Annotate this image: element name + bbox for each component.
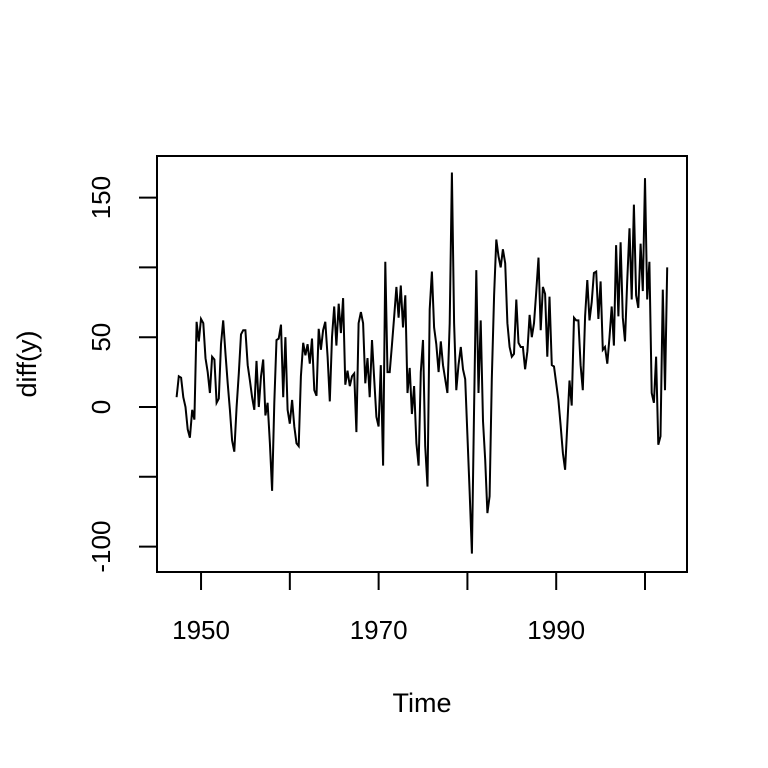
x-tick-label: 1970 bbox=[350, 615, 408, 645]
y-tick-label: 0 bbox=[86, 400, 116, 414]
data-line bbox=[175, 172, 669, 554]
y-tick-label: -100 bbox=[86, 521, 116, 573]
x-tick-label: 1950 bbox=[172, 615, 230, 645]
x-tick-label: 1990 bbox=[527, 615, 585, 645]
plot-box bbox=[156, 155, 688, 573]
y-axis-title: diff(y) bbox=[12, 330, 42, 397]
y-axis: -100 0 50 150 bbox=[86, 176, 157, 573]
x-axis: 1950 1970 1990 bbox=[172, 572, 647, 645]
y-tick-label: 50 bbox=[86, 323, 116, 352]
y-tick-label: 150 bbox=[86, 176, 116, 219]
x-axis-title: Time bbox=[393, 688, 452, 718]
